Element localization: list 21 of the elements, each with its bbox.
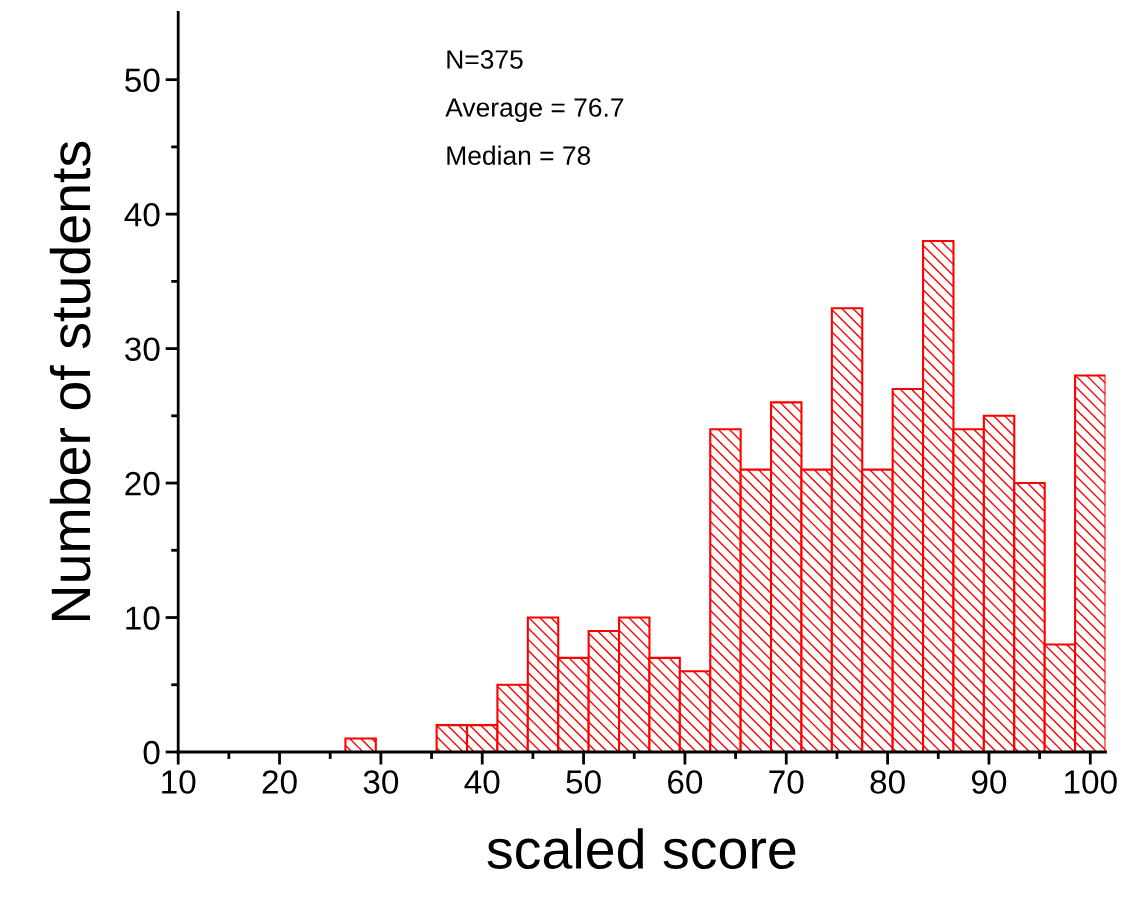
x-tick-label: 60 — [668, 770, 703, 794]
y-tick-label: 20 — [125, 471, 160, 496]
x-tick-label: 50 — [566, 770, 601, 794]
y-axis-title: Number of students — [49, 141, 91, 621]
x-tick-label: 90 — [971, 770, 1007, 794]
annotation: Average = 76.7 — [445, 98, 624, 123]
x-tick-label: 20 — [262, 770, 297, 794]
x-tick-label: 80 — [870, 770, 905, 794]
y-tick-label: 30 — [125, 337, 160, 361]
x-tick-label: 100 — [1065, 770, 1117, 794]
x-tick-label: 10 — [162, 770, 196, 794]
y-tick-label: 40 — [124, 202, 160, 227]
annotation: Median = 78 — [447, 145, 591, 165]
y-tick-label: 10 — [126, 606, 160, 630]
x-tick-label: 30 — [363, 770, 399, 794]
y-tick-label: 50 — [125, 68, 160, 93]
x-tick-label: 70 — [769, 770, 804, 794]
x-tick-label: 40 — [464, 770, 500, 794]
annotation: N=375 — [447, 50, 523, 69]
y-tick-label: 0 — [143, 740, 160, 765]
x-axis-title: scaled score — [487, 828, 796, 870]
